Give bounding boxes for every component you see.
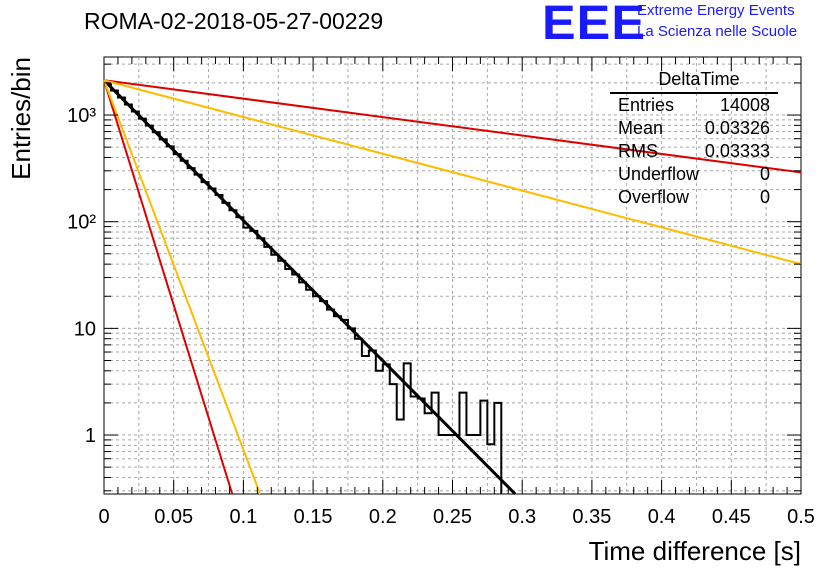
stats-value: 14008 xyxy=(719,95,770,115)
line-fit xyxy=(102,79,517,496)
logo-line-1: Extreme Energy Events xyxy=(637,2,795,19)
stats-value: 0.03326 xyxy=(704,118,770,138)
x-tick-label: 0.2 xyxy=(369,506,397,528)
stats-row: Underflow 0 xyxy=(610,163,778,186)
stats-value: 0 xyxy=(759,187,770,207)
stats-value: 0.03333 xyxy=(704,141,770,161)
grid xyxy=(104,57,801,494)
stats-row: RMS 0.03333 xyxy=(610,140,778,163)
x-tick-label: 0.3 xyxy=(508,506,536,528)
stats-label: Overflow xyxy=(618,187,690,207)
axes: 0 0.05 0.1 0.15 0.2 0.25 0.3 0.35 0.4 0.45 0.5 1 10 1… xyxy=(67,57,815,528)
logo-line-2: La Scienza nelle Scuole xyxy=(637,23,798,40)
stats-label: Entries xyxy=(618,95,675,115)
stats-box: DeltaTime Entries 14008 Mean 0.03326 RMS… xyxy=(610,69,778,209)
stats-label: RMS xyxy=(618,141,658,161)
x-tick-label: 0.25 xyxy=(433,506,472,528)
x-tick-label: 0.1 xyxy=(229,506,257,528)
eee-logo: EEE xyxy=(542,0,646,50)
stats-value: 0 xyxy=(759,164,770,184)
line-red-steep xyxy=(103,79,234,495)
x-tick-label: 0.05 xyxy=(154,506,193,528)
stats-row: Entries 14008 xyxy=(610,94,778,117)
x-axis-label: Time difference [s] xyxy=(589,536,801,566)
stats-label: Mean xyxy=(618,118,664,138)
y-tick-label: 1 xyxy=(85,425,96,447)
stats-label: Underflow xyxy=(618,164,700,184)
y-tick-label: 10 xyxy=(74,318,96,340)
run-title: ROMA-02-2018-05-27-00229 xyxy=(84,8,384,34)
x-tick-label: 0.35 xyxy=(572,506,611,528)
y-tick-label: 10³ xyxy=(67,105,96,127)
y-tick-label: 10² xyxy=(67,212,96,234)
x-tick-label: 0.45 xyxy=(712,506,751,528)
line-yellow-shallow xyxy=(103,79,802,266)
y-axis-label: Entries/bin xyxy=(6,57,36,180)
x-tick-label: 0 xyxy=(98,506,109,528)
chart-marks xyxy=(102,79,802,496)
stats-title: DeltaTime xyxy=(658,69,740,89)
histogram-deltatime xyxy=(104,82,503,494)
x-tick-label: 0.5 xyxy=(787,506,815,528)
line-red-shallow xyxy=(103,79,802,174)
line-yellow-steep xyxy=(103,79,262,495)
stats-row: Overflow 0 xyxy=(610,186,778,209)
x-tick-label: 0.15 xyxy=(294,506,333,528)
stats-divider xyxy=(610,92,778,94)
stats-row: Mean 0.03326 xyxy=(610,117,778,140)
x-tick-label: 0.4 xyxy=(648,506,676,528)
